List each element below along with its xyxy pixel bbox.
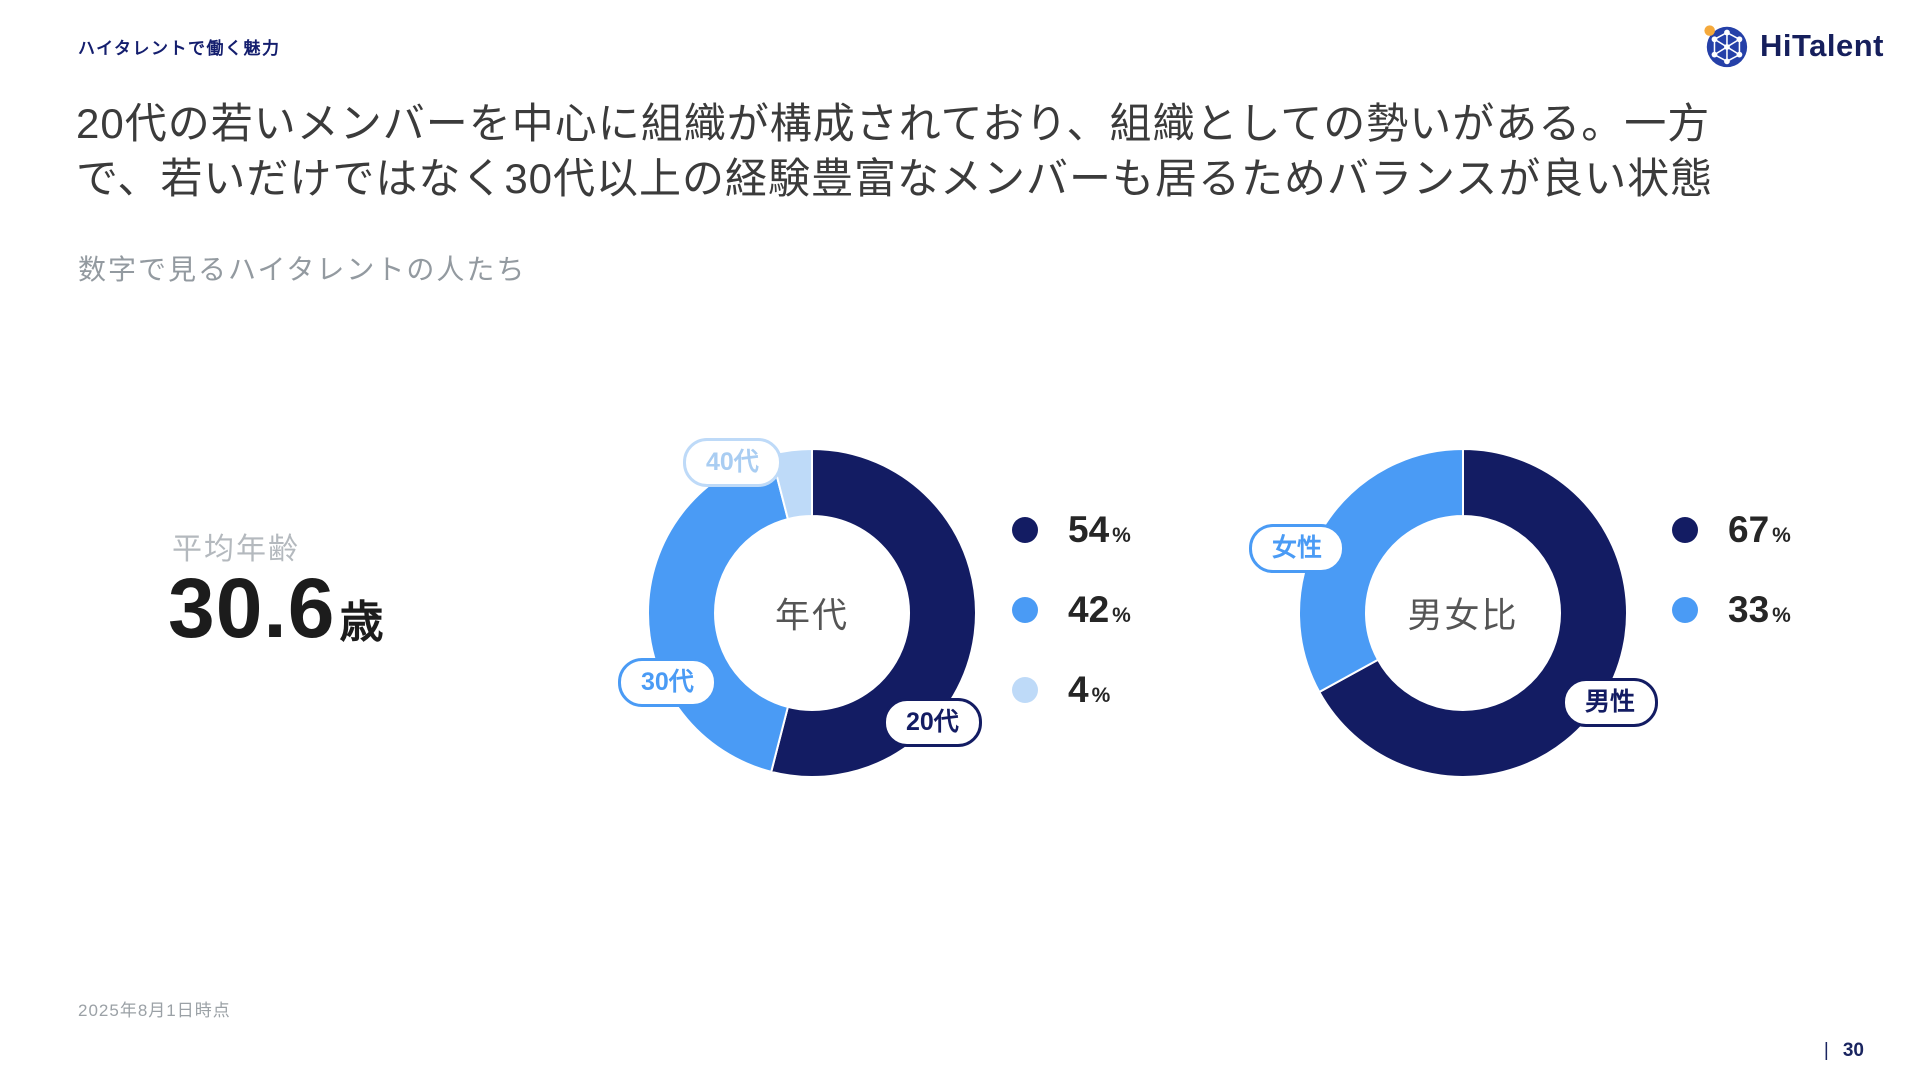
gender-chart-legend: 67% 33% [1672, 508, 1791, 632]
legend-item: 33% [1672, 588, 1791, 632]
legend-dot-female [1672, 597, 1698, 623]
average-age-stat: 30.6 歳 [168, 560, 384, 657]
legend-unit: % [1772, 524, 1791, 547]
legend-unit: % [1772, 604, 1791, 627]
gender-chart-center-label: 男女比 [1407, 596, 1519, 636]
age-label-40s: 40代 [683, 438, 782, 488]
legend-dot-male [1672, 517, 1698, 543]
title-line-1: 20代の若いメンバーを中心に組織が構成されており、組織としての勢いがある。一方 [76, 100, 1711, 147]
legend-value: 4 [1068, 669, 1089, 710]
legend-value: 42 [1068, 589, 1110, 630]
legend-item: 54% [1012, 508, 1131, 552]
as-of-date: 2025年8月1日時点 [78, 1001, 231, 1020]
legend-unit: % [1091, 684, 1111, 707]
eyebrow-title: ハイタレントで働く魅力 [78, 39, 281, 58]
age-label-20s: 20代 [883, 698, 982, 748]
gender-label-male: 男性 [1562, 678, 1659, 728]
title-line-2: で、若いだけではなく30代以上の経験豊富なメンバーも居るためバランスが良い状態 [76, 155, 1714, 203]
age-chart-legend: 54% 42% 4% [1012, 508, 1131, 712]
legend-dot-30s [1012, 597, 1038, 623]
legend-value: 67 [1728, 509, 1770, 550]
legend-dot-40s [1012, 677, 1038, 703]
page-number-separator: | [1823, 1040, 1829, 1061]
gender-label-female: 女性 [1249, 524, 1346, 574]
average-age-value: 30.6 [168, 561, 336, 655]
page-title: 20代の若いメンバーを中心に組織が構成されており、組織としての勢いがある。一方 … [76, 96, 1892, 206]
age-chart-center-label: 年代 [774, 596, 850, 636]
legend-item: 4% [1012, 668, 1131, 712]
average-age-label: 平均年齢 [172, 533, 300, 566]
legend-value: 54 [1068, 509, 1110, 550]
subtitle: 数字で見るハイタレントの人たち [78, 254, 527, 285]
age-label-30s: 30代 [618, 658, 717, 708]
legend-item: 42% [1012, 588, 1131, 632]
page-number: | 30 [1824, 1040, 1864, 1062]
legend-item: 67% [1672, 508, 1791, 552]
page-number-value: 30 [1842, 1040, 1864, 1061]
legend-dot-20s [1012, 517, 1038, 543]
legend-value: 33 [1728, 589, 1770, 630]
legend-unit: % [1112, 524, 1131, 547]
legend-unit: % [1112, 604, 1131, 627]
average-age-unit: 歳 [339, 598, 384, 647]
logo-icon [1704, 25, 1748, 68]
gender-donut-chart [1298, 447, 1628, 778]
logo: HiTalent [1702, 22, 1884, 70]
logo-text: HiTalent [1760, 28, 1884, 63]
